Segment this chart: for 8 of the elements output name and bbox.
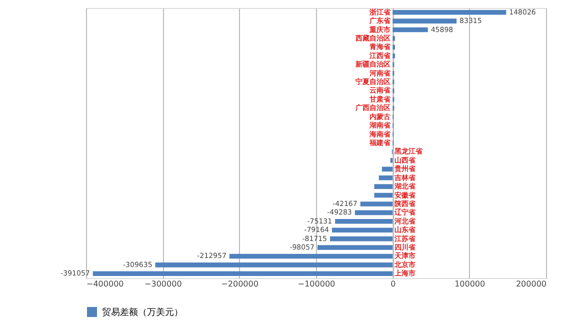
- legend-label: 贸易差额（万美元）: [102, 307, 183, 318]
- x-tick-label: 0: [390, 280, 396, 288]
- x-tick-label: −300000: [144, 280, 182, 288]
- x-tick-label: −400000: [86, 280, 124, 288]
- x-tick-label: 200000: [516, 280, 546, 288]
- x-tick-label: −200000: [221, 280, 258, 288]
- x-tick-label: −100000: [298, 280, 336, 288]
- x-tick-label: 100000: [454, 280, 486, 288]
